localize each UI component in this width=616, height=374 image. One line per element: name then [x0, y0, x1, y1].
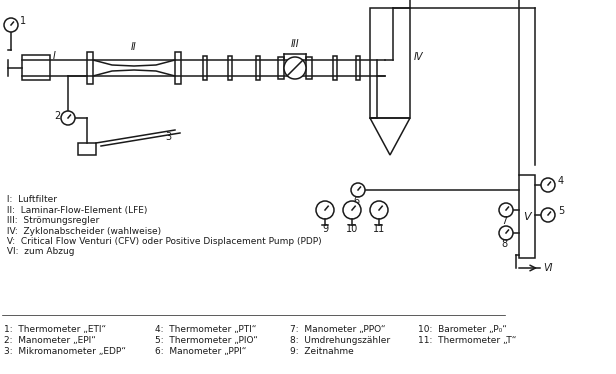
- Text: 8:  Umdrehungszähler: 8: Umdrehungszähler: [290, 336, 390, 345]
- Text: VI:  zum Abzug: VI: zum Abzug: [4, 248, 75, 257]
- Circle shape: [499, 226, 513, 240]
- Text: 5:  Thermometer „PIO“: 5: Thermometer „PIO“: [155, 336, 258, 345]
- Text: 11:  Thermometer „T“: 11: Thermometer „T“: [418, 336, 516, 345]
- Bar: [22, 55, 50, 80]
- Text: 10:  Barometer „P₀“: 10: Barometer „P₀“: [418, 325, 507, 334]
- Circle shape: [541, 178, 555, 192]
- Circle shape: [499, 203, 513, 217]
- Bar: [87, 52, 93, 84]
- Text: V: V: [523, 212, 531, 221]
- Text: 8: 8: [501, 239, 507, 249]
- Text: IV:  Zyklonabscheider (wahlweise): IV: Zyklonabscheider (wahlweise): [4, 227, 161, 236]
- Bar: [278, 57, 284, 79]
- Text: 7:  Manometer „PPO“: 7: Manometer „PPO“: [290, 325, 386, 334]
- Text: II: II: [131, 42, 137, 52]
- Bar: [356, 56, 360, 80]
- Text: 5: 5: [558, 206, 564, 216]
- Text: III:  Strömungsregler: III: Strömungsregler: [4, 216, 99, 225]
- Circle shape: [61, 111, 75, 125]
- Bar: [306, 57, 312, 79]
- Bar: [228, 56, 232, 80]
- Text: IV: IV: [414, 52, 424, 62]
- Text: VI: VI: [543, 263, 553, 273]
- Circle shape: [284, 57, 306, 79]
- Text: 9: 9: [322, 224, 328, 234]
- Text: II:  Laminar-Flow-Element (LFE): II: Laminar-Flow-Element (LFE): [4, 205, 147, 215]
- Text: 10: 10: [346, 224, 358, 234]
- Text: 9:  Zeitnahme: 9: Zeitnahme: [290, 347, 354, 356]
- Text: 2:  Manometer „EPI“: 2: Manometer „EPI“: [4, 336, 96, 345]
- Bar: [175, 52, 181, 84]
- Circle shape: [316, 201, 334, 219]
- Bar: [203, 56, 207, 80]
- Bar: [78, 143, 96, 155]
- Circle shape: [4, 18, 18, 32]
- Bar: [333, 56, 337, 80]
- Text: I: I: [53, 51, 56, 61]
- Text: 1:  Thermometer „ETI“: 1: Thermometer „ETI“: [4, 325, 106, 334]
- Circle shape: [370, 201, 388, 219]
- Circle shape: [343, 201, 361, 219]
- Circle shape: [351, 183, 365, 197]
- Text: 2: 2: [54, 111, 60, 121]
- Text: 4: 4: [558, 176, 564, 186]
- Text: 4:  Thermometer „PTI“: 4: Thermometer „PTI“: [155, 325, 256, 334]
- Text: III: III: [291, 39, 299, 49]
- Bar: [256, 56, 260, 80]
- Circle shape: [541, 208, 555, 222]
- Bar: [519, 175, 535, 258]
- Text: 3: 3: [165, 132, 171, 142]
- Text: I:  Luftfilter: I: Luftfilter: [4, 195, 57, 204]
- Text: 6: 6: [353, 196, 359, 206]
- Bar: [370, 8, 410, 118]
- Text: 3:  Mikromanometer „EDP“: 3: Mikromanometer „EDP“: [4, 347, 126, 356]
- Text: 1: 1: [20, 16, 26, 26]
- Text: 7: 7: [501, 216, 507, 226]
- Text: 6:  Manometer „PPI“: 6: Manometer „PPI“: [155, 347, 246, 356]
- Text: 11: 11: [373, 224, 385, 234]
- Text: V:  Critical Flow Venturi (CFV) oder Positive Displacement Pump (PDP): V: Critical Flow Venturi (CFV) oder Posi…: [4, 237, 322, 246]
